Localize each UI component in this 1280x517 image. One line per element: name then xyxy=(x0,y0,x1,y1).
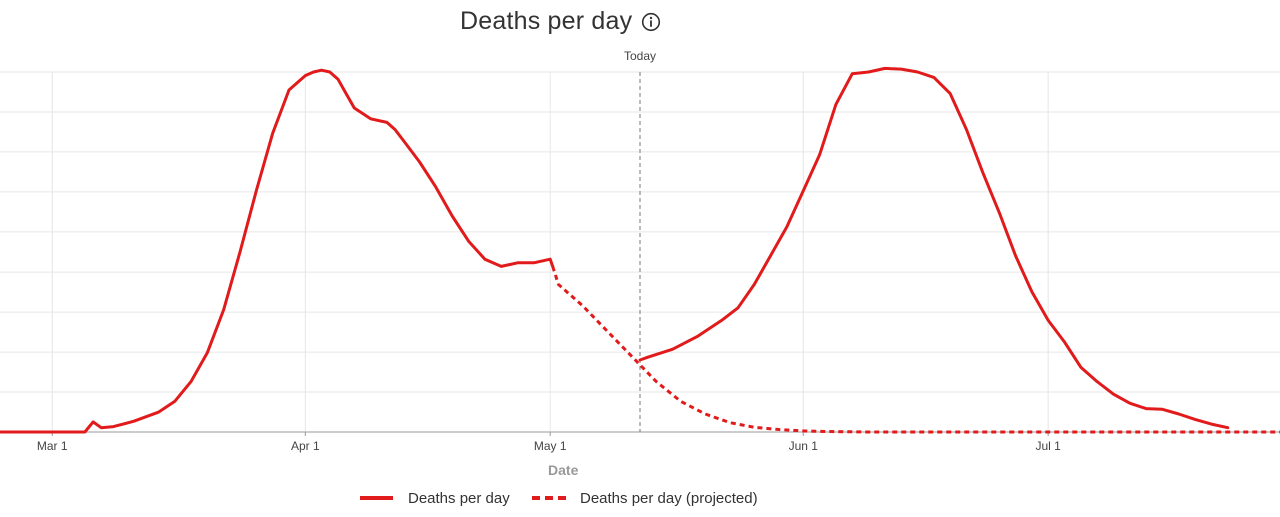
x-tick-label-2: May 1 xyxy=(534,439,567,453)
x-tick-label-4: Jul 1 xyxy=(1035,439,1061,453)
chart-title-bar: Deaths per day xyxy=(0,4,1280,40)
x-tick-label-1: Apr 1 xyxy=(291,439,320,453)
vertical-gridlines xyxy=(51,72,1049,432)
chart-legend: Deaths per day Deaths per day (projected… xyxy=(0,488,1280,510)
chart-title-group: Deaths per day xyxy=(460,7,661,36)
x-tick-label-3: Jun 1 xyxy=(789,439,819,453)
series-line-2[interactable] xyxy=(638,66,1230,430)
chart-title: Deaths per day xyxy=(460,7,633,35)
horizontal-gridlines xyxy=(0,71,1280,393)
legend-label-projected: Deaths per day (projected) xyxy=(580,489,758,507)
series-layer xyxy=(0,66,1280,434)
legend-item-projected[interactable]: Deaths per day (projected) xyxy=(532,488,758,508)
x-axis-title: Date xyxy=(548,462,579,478)
legend-label-deaths: Deaths per day xyxy=(408,489,510,507)
today-label: Today xyxy=(624,49,656,63)
series-line-1-projected[interactable] xyxy=(551,265,1280,434)
legend-solid-swatch-icon xyxy=(360,496,393,500)
info-circle-icon[interactable] xyxy=(641,12,661,32)
legend-item-deaths[interactable]: Deaths per day xyxy=(360,488,510,508)
x-tick-label-0: Mar 1 xyxy=(37,439,68,453)
series-line-0[interactable] xyxy=(0,68,555,434)
legend-dashed-swatch-icon xyxy=(532,496,568,500)
x-axis-ticks: Mar 1 Apr 1 May 1 Jun 1 Jul 1 xyxy=(37,432,1061,453)
